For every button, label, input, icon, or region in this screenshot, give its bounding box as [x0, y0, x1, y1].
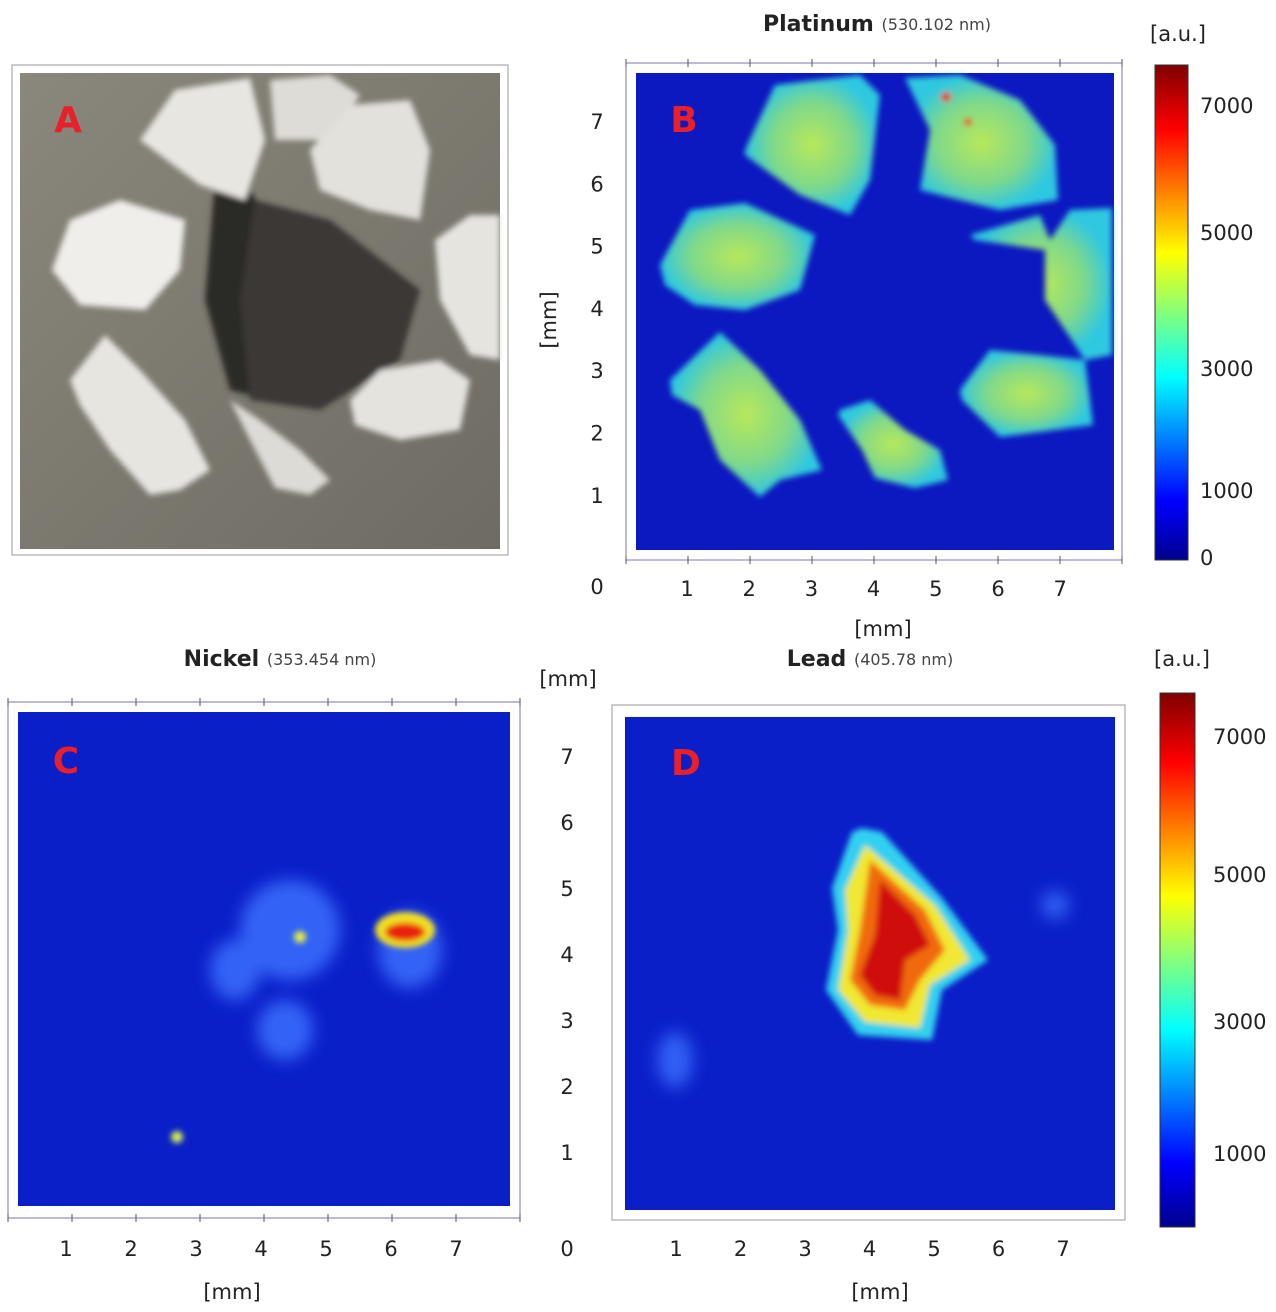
y-tick-label: 4	[590, 297, 603, 321]
x-tick-label: 6	[991, 577, 1004, 601]
y-axis-label: [mm]	[539, 667, 596, 691]
x-tick-label: 3	[805, 577, 818, 601]
colorbar-tick-label: 7000	[1200, 94, 1253, 118]
element-name: Platinum	[763, 12, 874, 37]
x-tick-label: 5	[929, 577, 942, 601]
x-tick-label: 2	[734, 1237, 747, 1261]
panel-title: Platinum (530.102 nm)	[763, 12, 991, 37]
panel-label: D	[671, 743, 701, 784]
panel-title: Lead (405.78 nm)	[787, 647, 954, 672]
colorbar-tick-label: 0	[1200, 546, 1213, 570]
y-tick-label: 1	[560, 1141, 573, 1165]
x-tick-label: 6	[992, 1237, 1005, 1261]
element-name: Lead	[787, 647, 847, 672]
x-tick-label: 1	[59, 1237, 72, 1261]
colorbar	[1155, 65, 1188, 560]
x-axis-label: [mm]	[203, 1280, 260, 1304]
wavelength: (353.454 nm)	[267, 650, 376, 669]
y-tick-label: 1	[590, 484, 603, 508]
colorbar-tick-label: 5000	[1200, 221, 1253, 245]
y-tick-label: 6	[560, 811, 573, 835]
colorbar-unit: [a.u.]	[1150, 22, 1206, 46]
y-tick-label: 3	[560, 1009, 573, 1033]
panel-title: Nickel (353.454 nm)	[184, 647, 377, 672]
figure: A Platinum (530.102 nm) B [mm] [mm] 0 [a…	[0, 0, 1276, 1312]
y-tick-label: 5	[560, 877, 573, 901]
y-tick-label: 2	[560, 1075, 573, 1099]
colorbar-tick-label: 3000	[1213, 1010, 1266, 1034]
y-tick-label: 4	[560, 943, 573, 967]
x-tick-label: 4	[867, 577, 880, 601]
colorbar	[1160, 693, 1195, 1227]
x-tick-label: 6	[384, 1237, 397, 1261]
y-tick-label: 5	[590, 235, 603, 259]
y-tick-label: 2	[590, 422, 603, 446]
wavelength: (405.78 nm)	[854, 650, 953, 669]
wavelength: (530.102 nm)	[882, 15, 991, 34]
x-tick-label: 7	[1054, 577, 1067, 601]
y-tick-label: 7	[560, 745, 573, 769]
x-tick-label: 7	[449, 1237, 462, 1261]
x-tick-label: 2	[124, 1237, 137, 1261]
origin-label: 0	[560, 1237, 573, 1261]
colorbar-tick-label: 1000	[1200, 479, 1253, 503]
y-tick-label: 6	[590, 172, 603, 196]
colorbar-tick-label: 1000	[1213, 1142, 1266, 1166]
x-axis-label: [mm]	[851, 1280, 908, 1304]
element-name: Nickel	[184, 647, 260, 672]
x-tick-label: 3	[798, 1237, 811, 1261]
y-axis-label: [mm]	[537, 291, 561, 348]
x-tick-label: 4	[863, 1237, 876, 1261]
x-tick-label: 4	[254, 1237, 267, 1261]
colorbar-tick-label: 7000	[1213, 725, 1266, 749]
origin-label: 0	[590, 575, 603, 599]
x-axis-label: [mm]	[854, 617, 911, 641]
x-tick-label: 2	[743, 577, 756, 601]
x-tick-label: 5	[927, 1237, 940, 1261]
colorbar-tick-label: 3000	[1200, 357, 1253, 381]
x-tick-label: 1	[680, 577, 693, 601]
panel-label: C	[53, 741, 79, 782]
panel-label: B	[670, 100, 697, 141]
x-tick-label: 3	[189, 1237, 202, 1261]
panel-label: A	[54, 100, 82, 141]
y-tick-label: 3	[590, 359, 603, 383]
x-tick-label: 7	[1056, 1237, 1069, 1261]
x-tick-label: 1	[669, 1237, 682, 1261]
colorbar-tick-label: 5000	[1213, 863, 1266, 887]
x-tick-label: 5	[319, 1237, 332, 1261]
y-tick-label: 7	[590, 110, 603, 134]
colorbar-unit: [a.u.]	[1154, 647, 1210, 671]
